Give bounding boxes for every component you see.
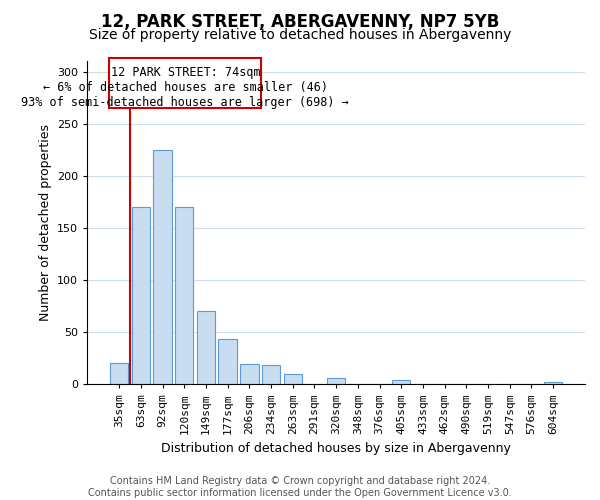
Y-axis label: Number of detached properties: Number of detached properties — [38, 124, 52, 321]
Bar — [392, 380, 410, 384]
Bar — [175, 207, 193, 384]
Bar — [544, 382, 562, 384]
Bar — [110, 364, 128, 384]
Text: 12, PARK STREET, ABERGAVENNY, NP7 5YB: 12, PARK STREET, ABERGAVENNY, NP7 5YB — [101, 12, 499, 30]
Bar — [327, 378, 346, 384]
Bar — [240, 364, 259, 384]
Text: Size of property relative to detached houses in Abergavenny: Size of property relative to detached ho… — [89, 28, 511, 42]
Bar — [284, 374, 302, 384]
Bar — [218, 340, 237, 384]
Text: Contains HM Land Registry data © Crown copyright and database right 2024.
Contai: Contains HM Land Registry data © Crown c… — [88, 476, 512, 498]
Bar — [131, 207, 150, 384]
Text: 93% of semi-detached houses are larger (698) →: 93% of semi-detached houses are larger (… — [22, 96, 349, 108]
X-axis label: Distribution of detached houses by size in Abergavenny: Distribution of detached houses by size … — [161, 442, 511, 455]
Bar — [154, 150, 172, 384]
Bar — [262, 366, 280, 384]
Text: 12 PARK STREET: 74sqm: 12 PARK STREET: 74sqm — [110, 66, 260, 80]
FancyBboxPatch shape — [109, 58, 261, 108]
Bar — [197, 311, 215, 384]
Text: ← 6% of detached houses are smaller (46): ← 6% of detached houses are smaller (46) — [43, 81, 328, 94]
